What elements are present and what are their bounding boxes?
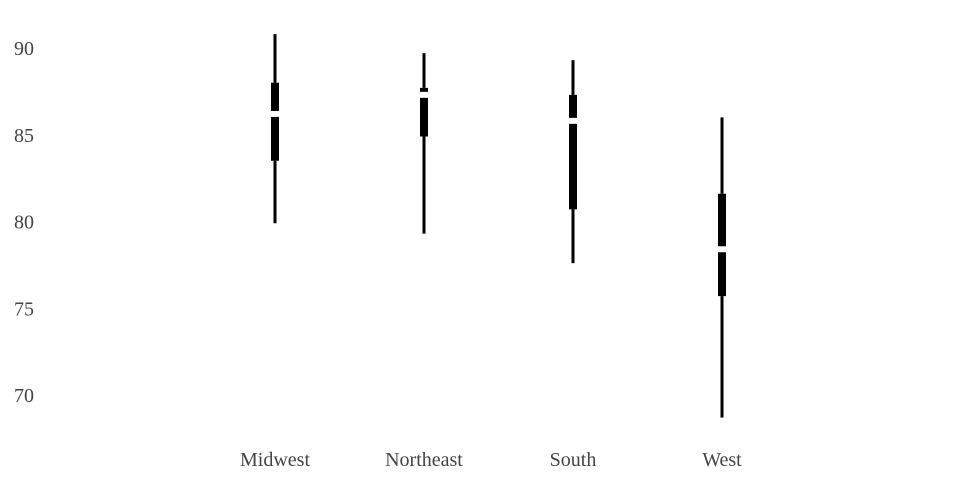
y-tick-label: 75 xyxy=(14,298,34,320)
boxes-layer xyxy=(271,34,726,417)
box-upper-segment xyxy=(718,194,726,247)
box-upper-segment xyxy=(420,88,428,92)
lower-whisker xyxy=(423,136,426,233)
upper-whisker xyxy=(721,117,724,193)
upper-whisker xyxy=(423,53,426,88)
x-axis: Midwest Northeast South West xyxy=(240,449,742,471)
box-lower-segment xyxy=(569,124,577,209)
box-south xyxy=(569,60,577,263)
y-tick-label: 85 xyxy=(14,125,34,147)
box-northeast xyxy=(420,53,428,233)
y-tick-label: 70 xyxy=(14,385,34,407)
y-tick-label: 80 xyxy=(14,212,34,234)
box-west xyxy=(718,117,726,417)
y-axis: 70 75 80 85 90 xyxy=(14,38,34,407)
lower-whisker xyxy=(572,209,575,263)
upper-whisker xyxy=(274,34,277,83)
box-midwest xyxy=(271,34,279,223)
box-upper-segment xyxy=(271,83,279,111)
y-tick-label: 90 xyxy=(14,38,34,60)
box-lower-segment xyxy=(718,252,726,296)
box-lower-segment xyxy=(271,117,279,161)
box-lower-segment xyxy=(420,98,428,137)
x-category-label: West xyxy=(702,449,742,471)
x-category-label: Midwest xyxy=(240,449,310,471)
lower-whisker xyxy=(721,296,724,417)
x-category-label: South xyxy=(550,449,597,471)
upper-whisker xyxy=(572,60,575,95)
lower-whisker xyxy=(274,161,277,223)
x-category-label: Northeast xyxy=(385,449,463,471)
box-upper-segment xyxy=(569,95,577,118)
